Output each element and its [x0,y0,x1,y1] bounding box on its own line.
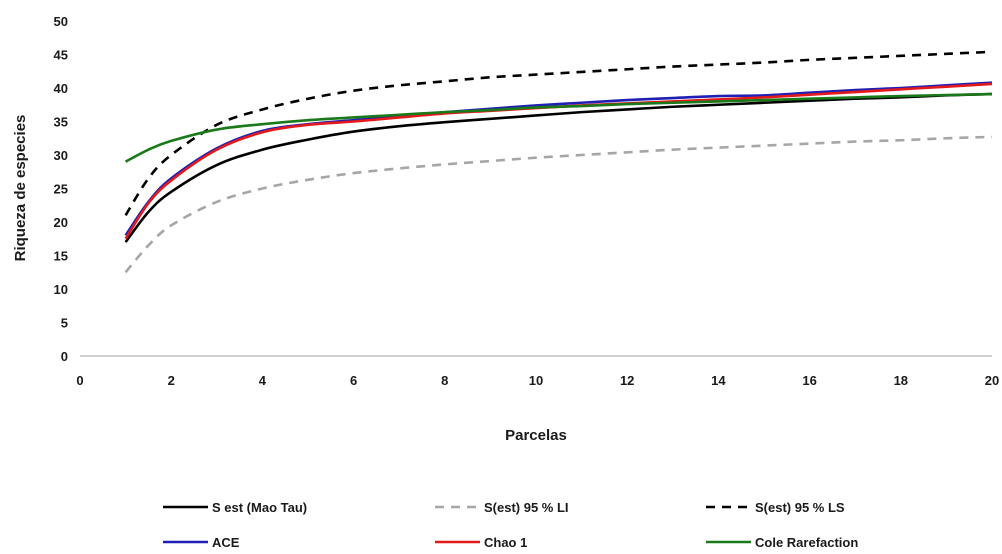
y-tick-label: 15 [54,249,68,264]
x-tick-label: 4 [259,373,267,388]
y-tick-label: 5 [61,316,68,331]
series-line-cole-rarefaction [124,92,993,163]
x-tick-label: 18 [894,373,908,388]
series-line-s-est-95-ls [124,50,993,216]
y-tick-label: 25 [54,182,68,197]
x-tick-label: 10 [529,373,543,388]
plot-area: 0 2 4 6 8 10 12 14 16 18 20 0 5 10 15 20 25 30 35 40 45 50 [54,14,1000,388]
y-tick-label: 10 [54,282,68,297]
legend-label-s-est-mao-tau: S est (Mao Tau) [212,500,307,515]
y-tick-label: 20 [54,215,68,230]
legend-label-ace: ACE [212,535,240,550]
legend-label-s-est-95-ls: S(est) 95 % LS [755,500,845,515]
y-tick-label: 35 [54,115,68,130]
y-tick-label: 30 [54,148,68,163]
x-tick-label: 0 [76,373,83,388]
x-tick-label: 2 [168,373,175,388]
y-axis-title: Riqueza de especies [12,115,29,262]
series-lines [124,50,993,274]
x-tick-labels: 0 2 4 6 8 10 12 14 16 18 20 [76,373,999,388]
y-tick-label: 45 [54,48,68,63]
x-axis-title: Parcelas [505,427,567,444]
legend-label-s-est-95-li: S(est) 95 % LI [484,500,569,515]
y-tick-label: 0 [61,349,68,364]
series-line-s-est-95-li [124,135,993,274]
x-tick-label: 20 [985,373,999,388]
y-tick-label: 40 [54,81,68,96]
y-tick-labels: 0 5 10 15 20 25 30 35 40 45 50 [54,14,68,364]
x-tick-label: 14 [711,373,726,388]
x-tick-label: 12 [620,373,634,388]
legend-label-cole-rarefaction: Cole Rarefaction [755,535,858,550]
x-tick-label: 16 [802,373,816,388]
legend-label-chao-1: Chao 1 [484,535,527,550]
x-tick-label: 8 [441,373,448,388]
legend: S est (Mao Tau) S(est) 95 % LI S(est) 95 %… [163,500,858,550]
y-tick-label: 50 [54,14,68,29]
series-line-s-est-mao-tau [124,92,993,243]
x-tick-label: 6 [350,373,357,388]
